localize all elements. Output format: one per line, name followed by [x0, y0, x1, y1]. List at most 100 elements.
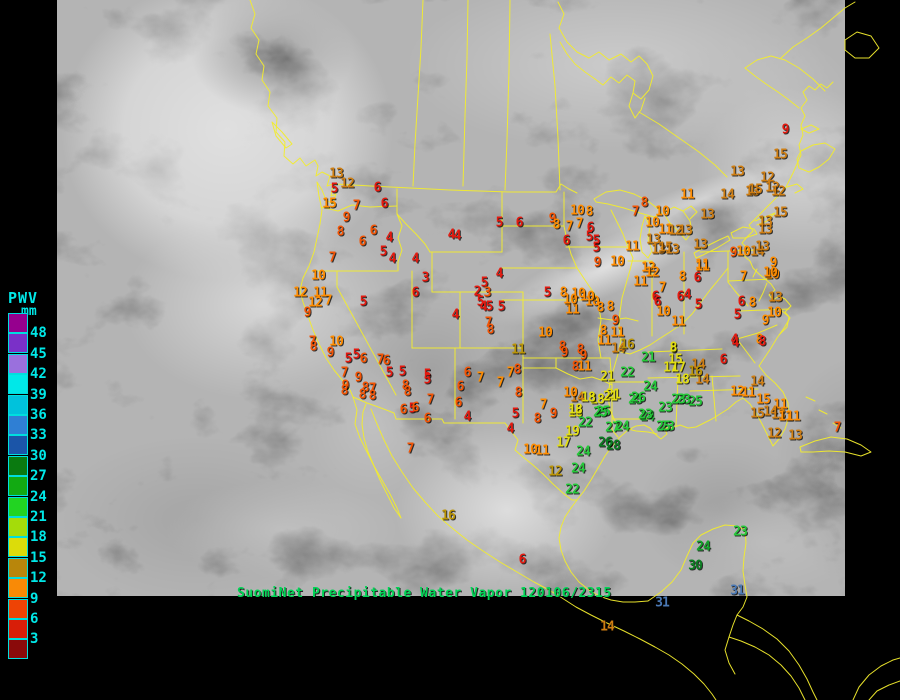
station-value: 11 [535, 443, 550, 459]
station-value: 9 [579, 348, 588, 364]
station-value: 5 [543, 285, 552, 301]
station-value: 8 [368, 388, 377, 404]
station-value: 24 [571, 461, 586, 477]
station-value: 7 [833, 420, 842, 436]
scale-tick-label: 3 [30, 631, 39, 648]
station-value: 9 [769, 255, 778, 271]
station-value: 15 [322, 196, 337, 212]
station-value: 5 [344, 351, 353, 367]
station-value: 8 [758, 334, 767, 350]
station-value: 8 [640, 195, 649, 211]
station-value: 13 [758, 222, 773, 238]
station-value: 9 [326, 345, 335, 361]
station-value: 14 [750, 244, 765, 260]
scale-color-box [8, 415, 28, 435]
station-value: 14 [750, 374, 765, 390]
station-value: 12 [293, 285, 308, 301]
scale-color-box [8, 353, 28, 374]
station-value: 5 [585, 229, 594, 245]
station-value: 11 [633, 274, 648, 290]
station-value: 12 [668, 223, 683, 239]
station-value: 23 [671, 392, 686, 408]
station-value: 7 [575, 216, 584, 232]
station-value: 25 [596, 404, 611, 420]
station-value: 11 [577, 359, 592, 375]
station-value: 11 [511, 342, 526, 358]
scale-color-box [8, 496, 28, 517]
station-value: 7 [631, 204, 640, 220]
station-value: 8 [533, 411, 542, 427]
station-value: 8 [401, 378, 410, 394]
station-value: 7 [352, 198, 361, 214]
station-value: 15 [668, 352, 683, 368]
station-value: 11 [773, 397, 788, 413]
station-value: 5 [352, 347, 361, 363]
station-value: 11 [625, 239, 640, 255]
station-value: 5 [379, 244, 388, 260]
station-value: 8 [486, 322, 495, 338]
station-value: 14 [600, 619, 615, 635]
scale-tick-label: 24 [30, 488, 47, 505]
station-value: 25 [656, 419, 671, 435]
scale-tick-label: 27 [30, 468, 47, 485]
station-value: 5 [476, 294, 485, 310]
station-value: 9 [611, 313, 620, 329]
station-value: 24 [696, 539, 711, 555]
station-value: 9 [548, 211, 557, 227]
station-value: 10 [311, 268, 326, 284]
station-value: 5 [511, 406, 520, 422]
scale-color-box [8, 435, 28, 456]
station-value: 8 [669, 341, 678, 357]
station-value: 23 [660, 419, 675, 435]
scale-tick-label: 12 [30, 570, 47, 587]
station-value: 21 [600, 369, 615, 385]
station-value: 24 [576, 444, 591, 460]
station-value: 10 [765, 267, 780, 283]
station-value: 25 [688, 394, 703, 410]
station-value: 6 [737, 294, 746, 310]
station-value: 4 [411, 251, 420, 267]
station-value: 3 [483, 285, 492, 301]
scale-tick-label: 33 [30, 427, 47, 444]
station-value: 11 [565, 302, 580, 318]
station-value: 5 [330, 181, 339, 197]
station-value: 5 [694, 297, 703, 313]
station-value: 12 [548, 464, 563, 480]
station-value: 7 [539, 397, 548, 413]
station-value: 8 [755, 332, 764, 348]
station-value: 13 [665, 242, 680, 258]
scale-color-box [8, 537, 28, 558]
station-value: 17 [663, 360, 678, 376]
scale-color-box [8, 598, 28, 619]
station-value: 6 [382, 353, 391, 369]
station-value: 8 [514, 385, 523, 401]
station-value: 12 [340, 176, 355, 192]
station-value: 11 [597, 333, 612, 349]
station-value: 10 [563, 385, 578, 401]
station-value: 8 [669, 340, 678, 356]
station-value: 19 [565, 424, 580, 440]
station-value: 5 [398, 364, 407, 380]
scale-tick-label: 39 [30, 386, 47, 403]
station-value: 12 [765, 180, 780, 196]
station-value: 9 [303, 305, 312, 321]
station-value: 5 [423, 367, 432, 383]
station-value: 6 [411, 285, 420, 301]
station-value: 10 [767, 305, 782, 321]
station-value: 7 [368, 381, 377, 397]
station-value: 4 [463, 409, 472, 425]
station-value: 7 [340, 365, 349, 381]
station-value: 5 [497, 299, 506, 315]
scale-color-box [8, 455, 28, 476]
station-value: 12 [767, 426, 782, 442]
scale-color-box [8, 517, 28, 537]
station-value: 7 [739, 269, 748, 285]
station-value: 13 [693, 237, 708, 253]
station-value: 13 [758, 214, 773, 230]
scale-color-box [8, 476, 28, 497]
station-value: 5 [485, 299, 494, 315]
station-value: 6 [562, 233, 571, 249]
station-value: 5 [495, 215, 504, 231]
scale-color-box [8, 333, 28, 354]
